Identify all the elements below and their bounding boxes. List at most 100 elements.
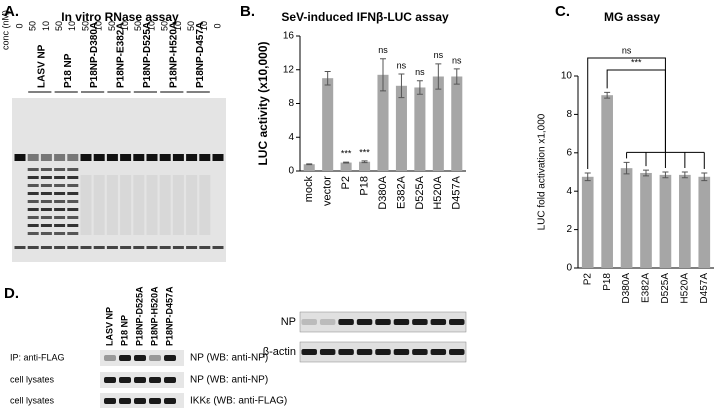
blot-band	[104, 355, 116, 361]
blot-band	[412, 319, 428, 325]
x-tick-label: D380A	[621, 273, 632, 304]
blot-band	[164, 377, 176, 383]
blot-band	[319, 319, 336, 325]
blot-band	[104, 377, 116, 383]
gel-band	[67, 246, 79, 249]
gel-band	[27, 184, 39, 187]
bar	[322, 78, 334, 171]
significance-label: ns	[378, 45, 388, 55]
gel-band	[186, 154, 198, 161]
error-bar	[701, 172, 708, 182]
lane-group-label: P18NP-D457A	[195, 22, 206, 88]
blot-band	[430, 319, 447, 325]
gel-band	[133, 154, 145, 161]
y-tick-label: 16	[283, 31, 295, 42]
blot-band	[430, 349, 447, 355]
significance-label: ***	[359, 147, 370, 157]
lane-conc: 10	[67, 21, 77, 31]
blot-band	[134, 398, 146, 404]
lane-conc: 50	[160, 21, 170, 31]
gel-band	[40, 208, 52, 211]
gel-smear	[133, 175, 145, 235]
blot-band	[134, 355, 146, 361]
blot-band	[119, 355, 131, 361]
bar	[303, 164, 315, 171]
bar	[659, 174, 672, 268]
lane-conc: 10	[199, 21, 209, 31]
blot-band	[356, 319, 373, 325]
lane-conc: 10	[146, 21, 156, 31]
gel-band	[67, 154, 79, 161]
gel-band	[67, 176, 79, 179]
x-tick-label: D525A	[414, 175, 426, 209]
lane-group-label: P18 NP	[63, 53, 74, 88]
blot-label: β-actin	[263, 346, 296, 358]
blot-band	[338, 319, 354, 325]
bar	[698, 176, 711, 268]
gel-band	[27, 208, 39, 211]
gel-band	[186, 246, 198, 249]
bar	[359, 161, 371, 171]
lane-label: LASV NP	[104, 307, 114, 346]
gel-band	[27, 168, 39, 171]
bar	[620, 168, 633, 268]
gel-band	[212, 246, 224, 249]
error-bar	[324, 70, 331, 86]
gel-band	[54, 216, 66, 219]
blot-band	[164, 355, 176, 361]
gel-band	[93, 154, 105, 161]
error-bar	[643, 169, 649, 177]
gel-band	[27, 216, 39, 219]
x-tick-label: P2	[582, 273, 593, 286]
lane-conc: 50	[186, 21, 196, 31]
gel-band	[199, 154, 211, 161]
error-bar	[435, 63, 442, 90]
lane-conc: 50	[28, 21, 38, 31]
y-tick-label: 4	[566, 186, 572, 197]
lane-label: P18NP-H520A	[149, 286, 159, 346]
bracket	[606, 69, 666, 153]
gel-band	[67, 208, 79, 211]
lane-label: P18NP-D457A	[164, 286, 174, 346]
y-tick-label: 2	[566, 224, 572, 235]
blot-band	[119, 398, 131, 404]
row-label: NP (WB: anti-NP)	[190, 375, 268, 386]
lane-label: P18 NP	[119, 315, 129, 346]
blot-band	[149, 355, 161, 361]
gel-band	[172, 246, 184, 249]
gel-band	[146, 246, 158, 249]
gel-band	[27, 192, 39, 195]
bar	[581, 176, 594, 268]
x-tick-label: vector	[322, 176, 334, 206]
panel-label: A.	[4, 3, 19, 20]
blot-label: NP	[281, 316, 296, 328]
blot-band	[301, 349, 317, 355]
gel-band	[67, 168, 79, 171]
y-tick-label: 4	[288, 132, 294, 143]
significance-label: ns	[415, 67, 425, 77]
gel-band	[159, 154, 171, 161]
gel-smear	[80, 175, 92, 235]
gel-band	[159, 246, 171, 249]
significance-label: ns	[452, 55, 462, 65]
lane-conc: 50	[80, 21, 90, 31]
y-tick-label: 0	[288, 166, 294, 177]
y-axis-label: LUC activity (x10,000)	[256, 41, 270, 165]
blot-band	[449, 319, 465, 325]
error-bar	[584, 172, 591, 182]
panel-title: In vitro RNase assay	[61, 10, 179, 24]
bracket-label: ns	[622, 45, 632, 55]
blot-band	[149, 398, 161, 404]
gel-band	[40, 176, 52, 179]
gel-band	[27, 200, 39, 203]
chart-title: SeV-induced IFNβ-LUC assay	[281, 10, 449, 24]
bar	[679, 174, 691, 268]
gel-band	[54, 246, 66, 249]
gel-band	[54, 168, 66, 171]
lane-conc: 0	[212, 23, 222, 28]
gel-band	[14, 154, 26, 161]
gel-band	[67, 216, 79, 219]
gel-band	[54, 208, 66, 211]
blot-band	[164, 398, 176, 404]
